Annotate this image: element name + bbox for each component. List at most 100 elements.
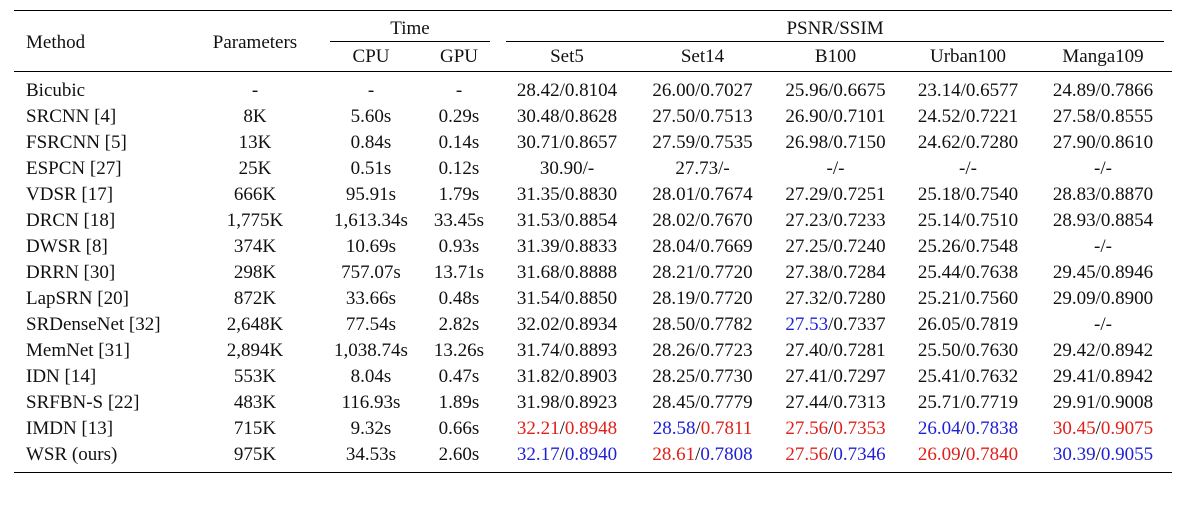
- score-separator: /: [695, 392, 701, 413]
- psnr-value: 28.21: [652, 262, 696, 283]
- cpu-time-cell: 33.66s: [345, 288, 397, 309]
- score-separator: /: [695, 288, 701, 309]
- score-cell-set14: 28.01/0.7674: [636, 182, 769, 208]
- score-separator: /: [695, 418, 701, 439]
- ssim-value: 0.8850: [564, 288, 618, 309]
- method-cell: ESPCN [27]: [26, 158, 122, 179]
- psnr-value: 27.44: [785, 392, 829, 413]
- score-cell-manga109: 29.91/0.9008: [1034, 390, 1172, 416]
- psnr-value: 27.59: [652, 132, 696, 153]
- table-row-memnet-31: MemNet [31] 2,894K 1,038.74s 13.26s 31.74/0.…: [14, 338, 1172, 364]
- score-separator: /: [559, 184, 565, 205]
- score-separator: /: [960, 236, 966, 257]
- ssim-value: 0.7233: [833, 210, 886, 231]
- score-cell-urban100: 25.71/0.7719: [902, 390, 1034, 416]
- score-cell-set5: 32.21/0.8948: [498, 416, 636, 442]
- psnr-value: 28.58: [652, 418, 696, 439]
- score-cell-set5: 31.98/0.8923: [498, 390, 636, 416]
- psnr-value: 27.38: [785, 262, 829, 283]
- score-cell-set14: 28.21/0.7720: [636, 260, 769, 286]
- parameters-cell: 374K: [233, 236, 277, 257]
- ssim-value: 0.7540: [965, 184, 1019, 205]
- score-separator: /: [960, 262, 966, 283]
- score-cell-b100: 27.23/0.7233: [769, 208, 902, 234]
- table-row-dwsr-8: DWSR [8] 374K 10.69s 0.93s 31.39/0.8833 28.04…: [14, 234, 1172, 260]
- score-separator: /: [965, 158, 971, 179]
- ssim-value: 0.8934: [564, 314, 618, 335]
- psnr-value: 25.44: [917, 262, 961, 283]
- score-separator: /: [960, 106, 966, 127]
- psnr-value: 28.26: [652, 340, 696, 361]
- score-cell-urban100: -/-: [902, 156, 1034, 182]
- table-row-srcnn-4: SRCNN [4] 8K 5.60s 0.29s 30.48/0.8628 27.50/0…: [14, 104, 1172, 130]
- psnr-value: 31.39: [516, 236, 560, 257]
- score-cell-set14: 26.00/0.7027: [636, 78, 769, 104]
- score-separator: /: [960, 210, 966, 231]
- score-cell-b100: 26.98/0.7150: [769, 130, 902, 156]
- psnr-value: 30.71: [516, 132, 560, 153]
- score-separator: /: [1095, 106, 1101, 127]
- score-cell-b100: 27.29/0.7251: [769, 182, 902, 208]
- score-separator: /: [828, 288, 834, 309]
- cpu-time-cell: 116.93s: [341, 392, 401, 413]
- time-header: Time: [330, 17, 490, 42]
- score-separator: /: [559, 80, 565, 101]
- psnr-value: 27.40: [785, 340, 829, 361]
- dataset-header-b100: B100: [814, 46, 857, 67]
- ssim-value: 0.7281: [833, 340, 886, 361]
- parameters-cell: 483K: [233, 392, 277, 413]
- cpu-time-cell: 34.53s: [345, 444, 397, 465]
- score-separator: /: [1095, 80, 1101, 101]
- ssim-value: 0.7632: [965, 366, 1019, 387]
- ssim-value: 0.7811: [700, 418, 753, 439]
- score-separator: /: [559, 366, 565, 387]
- parameters-cell: 13K: [238, 132, 272, 153]
- score-cell-manga109: 29.45/0.8946: [1034, 260, 1172, 286]
- ssim-value: 0.8942: [1100, 340, 1154, 361]
- psnr-value: 25.50: [917, 340, 961, 361]
- psnr-value: 24.52: [917, 106, 961, 127]
- psnr-value: 29.41: [1052, 366, 1096, 387]
- ssim-value: -: [1105, 236, 1112, 257]
- ssim-value: 0.9055: [1100, 444, 1154, 465]
- score-cell-urban100: 25.26/0.7548: [902, 234, 1034, 260]
- score-cell-b100: 27.53/0.7337: [769, 312, 902, 338]
- score-cell-manga109: 27.58/0.8555: [1034, 104, 1172, 130]
- ssim-value: 0.7221: [965, 106, 1019, 127]
- ssim-value: 0.7866: [1100, 80, 1154, 101]
- score-cell-set5: 31.68/0.8888: [498, 260, 636, 286]
- score-separator: /: [695, 132, 701, 153]
- ssim-value: 0.7719: [965, 392, 1019, 413]
- score-cell-set14: 27.59/0.7535: [636, 130, 769, 156]
- ssim-value: 0.7674: [700, 184, 753, 205]
- cpu-time-cell: 10.69s: [345, 236, 397, 257]
- psnr-value: 27.53: [785, 314, 829, 335]
- gpu-time-cell: 33.45s: [433, 210, 485, 231]
- score-cell-b100: 25.96/0.6675: [769, 78, 902, 104]
- ssim-value: 0.7819: [965, 314, 1019, 335]
- cpu-header: CPU: [352, 46, 390, 67]
- score-separator: /: [960, 366, 966, 387]
- psnr-value: 27.25: [785, 236, 829, 257]
- header-row-top: Method Parameters Time PSNR/SSIM: [14, 10, 1173, 53]
- ssim-value: 0.7284: [833, 262, 886, 283]
- score-separator: /: [1095, 132, 1101, 153]
- score-cell-set14: 27.73/-: [636, 156, 769, 182]
- score-separator: /: [828, 210, 834, 231]
- cpu-time-cell: 5.60s: [350, 106, 392, 127]
- psnr-value: 28.83: [1052, 184, 1096, 205]
- method-cell: Bicubic: [26, 80, 86, 101]
- score-cell-manga109: 28.93/0.8854: [1034, 208, 1172, 234]
- gpu-time-cell: 0.48s: [438, 288, 480, 309]
- score-separator: /: [832, 158, 839, 179]
- score-separator: /: [582, 158, 588, 179]
- score-cell-set5: 28.42/0.8104: [498, 78, 636, 104]
- score-separator: /: [960, 418, 966, 439]
- ssim-value: 0.7560: [965, 288, 1019, 309]
- score-cell-urban100: 26.05/0.7819: [902, 312, 1034, 338]
- score-separator: /: [718, 158, 724, 179]
- ssim-value: 0.8888: [564, 262, 618, 283]
- psnr-value: 29.42: [1052, 340, 1096, 361]
- score-cell-urban100: 24.52/0.7221: [902, 104, 1034, 130]
- score-separator: /: [1100, 314, 1106, 335]
